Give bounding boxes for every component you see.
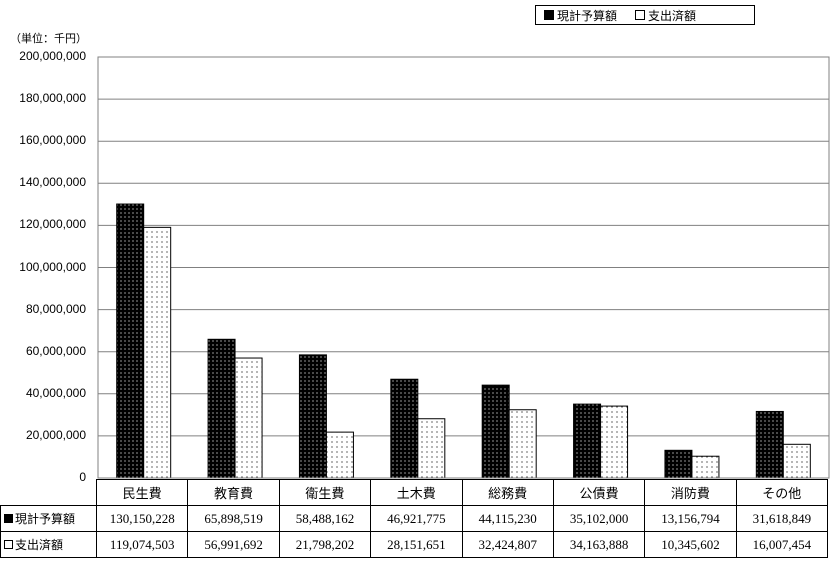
- row-header-budget: 現計予算額: [0, 505, 97, 532]
- bar-budget: [664, 449, 693, 479]
- category-label: その他: [735, 479, 829, 506]
- bar-budget: [298, 354, 327, 479]
- y-tick-label: 120,000,000: [19, 217, 86, 232]
- table-cell: 32,424,807: [461, 531, 554, 558]
- bar-budget: [755, 410, 784, 479]
- row-header-label: 現計予算額: [15, 512, 76, 526]
- table-cell: 34,163,888: [552, 531, 646, 558]
- table-cell: 56,991,692: [187, 531, 280, 558]
- y-tick-label: 200,000,000: [19, 49, 86, 63]
- bar-budget: [207, 338, 236, 479]
- row-header-label: 支出済額: [15, 538, 64, 552]
- plot-area: [97, 56, 830, 479]
- table-cell: 44,115,230: [461, 505, 554, 532]
- table-cell: 119,074,503: [95, 531, 189, 558]
- legend: 現計予算額 支出済額: [535, 5, 755, 25]
- bar-spent: [325, 431, 354, 479]
- table-cell: 10,345,602: [644, 531, 737, 558]
- category-label: 消防費: [644, 479, 737, 506]
- bar-spent: [234, 357, 263, 479]
- y-tick-label: 60,000,000: [25, 343, 86, 358]
- row-swatch-spent: [4, 540, 13, 549]
- bar-spent: [508, 409, 537, 479]
- bar-budget: [481, 384, 510, 479]
- category-label: 総務費: [461, 479, 554, 506]
- table-cell: 130,150,228: [95, 505, 189, 532]
- legend-swatch-budget: [544, 10, 554, 20]
- data-table-row-budget: 現計予算額 130,150,228 65,898,519 58,488,162 …: [0, 505, 829, 532]
- table-cell: 65,898,519: [187, 505, 280, 532]
- bar-spent: [782, 443, 811, 479]
- data-table-corner: [0, 479, 97, 506]
- bar-budget: [573, 403, 602, 479]
- y-tick-label: 0: [79, 470, 86, 484]
- category-label: 教育費: [187, 479, 280, 506]
- y-tick-label: 80,000,000: [25, 301, 86, 316]
- legend-label-spent: 支出済額: [648, 8, 697, 23]
- bar-spent: [143, 226, 172, 479]
- table-cell: 16,007,454: [735, 531, 829, 558]
- legend-label-budget: 現計予算額: [557, 8, 618, 23]
- y-tick-label: 100,000,000: [19, 259, 86, 274]
- data-table: 民生費 教育費 衛生費 土木費 総務費 公債費 消防費 その他 現計予算額 13…: [0, 479, 829, 558]
- table-cell: 58,488,162: [278, 505, 372, 532]
- table-cell: 28,151,651: [370, 531, 463, 558]
- category-label: 公債費: [552, 479, 646, 506]
- table-cell: 46,921,775: [370, 505, 463, 532]
- y-tick-label: 40,000,000: [25, 385, 86, 400]
- category-label: 民生費: [95, 479, 189, 506]
- row-swatch-budget: [4, 514, 13, 523]
- y-tick-label: 160,000,000: [19, 133, 86, 148]
- table-cell: 13,156,794: [644, 505, 737, 532]
- table-cell: 35,102,000: [552, 505, 646, 532]
- category-label: 土木費: [370, 479, 463, 506]
- data-table-row-spent: 支出済額 119,074,503 56,991,692 21,798,202 2…: [0, 531, 829, 558]
- unit-label: （単位：千円）: [10, 32, 87, 45]
- table-cell: 31,618,849: [735, 505, 829, 532]
- table-cell: 21,798,202: [278, 531, 372, 558]
- bar-spent: [691, 455, 720, 479]
- row-header-spent: 支出済額: [0, 531, 97, 558]
- y-tick-label: 180,000,000: [19, 91, 86, 106]
- bar-spent: [600, 405, 629, 479]
- data-table-header-row: 民生費 教育費 衛生費 土木費 総務費 公債費 消防費 その他: [0, 479, 829, 506]
- bar-budget: [390, 378, 419, 479]
- legend-swatch-spent: [635, 10, 646, 20]
- bar-spent: [417, 418, 446, 479]
- category-label: 衛生費: [278, 479, 372, 506]
- bars: [116, 203, 811, 479]
- y-tick-label: 20,000,000: [25, 427, 86, 442]
- y-tick-label: 140,000,000: [19, 175, 86, 190]
- legend-item-spent: 支出済額: [635, 7, 696, 24]
- bar-chart: [97, 56, 830, 479]
- bar-budget: [116, 203, 145, 479]
- legend-item-budget: 現計予算額: [544, 7, 617, 24]
